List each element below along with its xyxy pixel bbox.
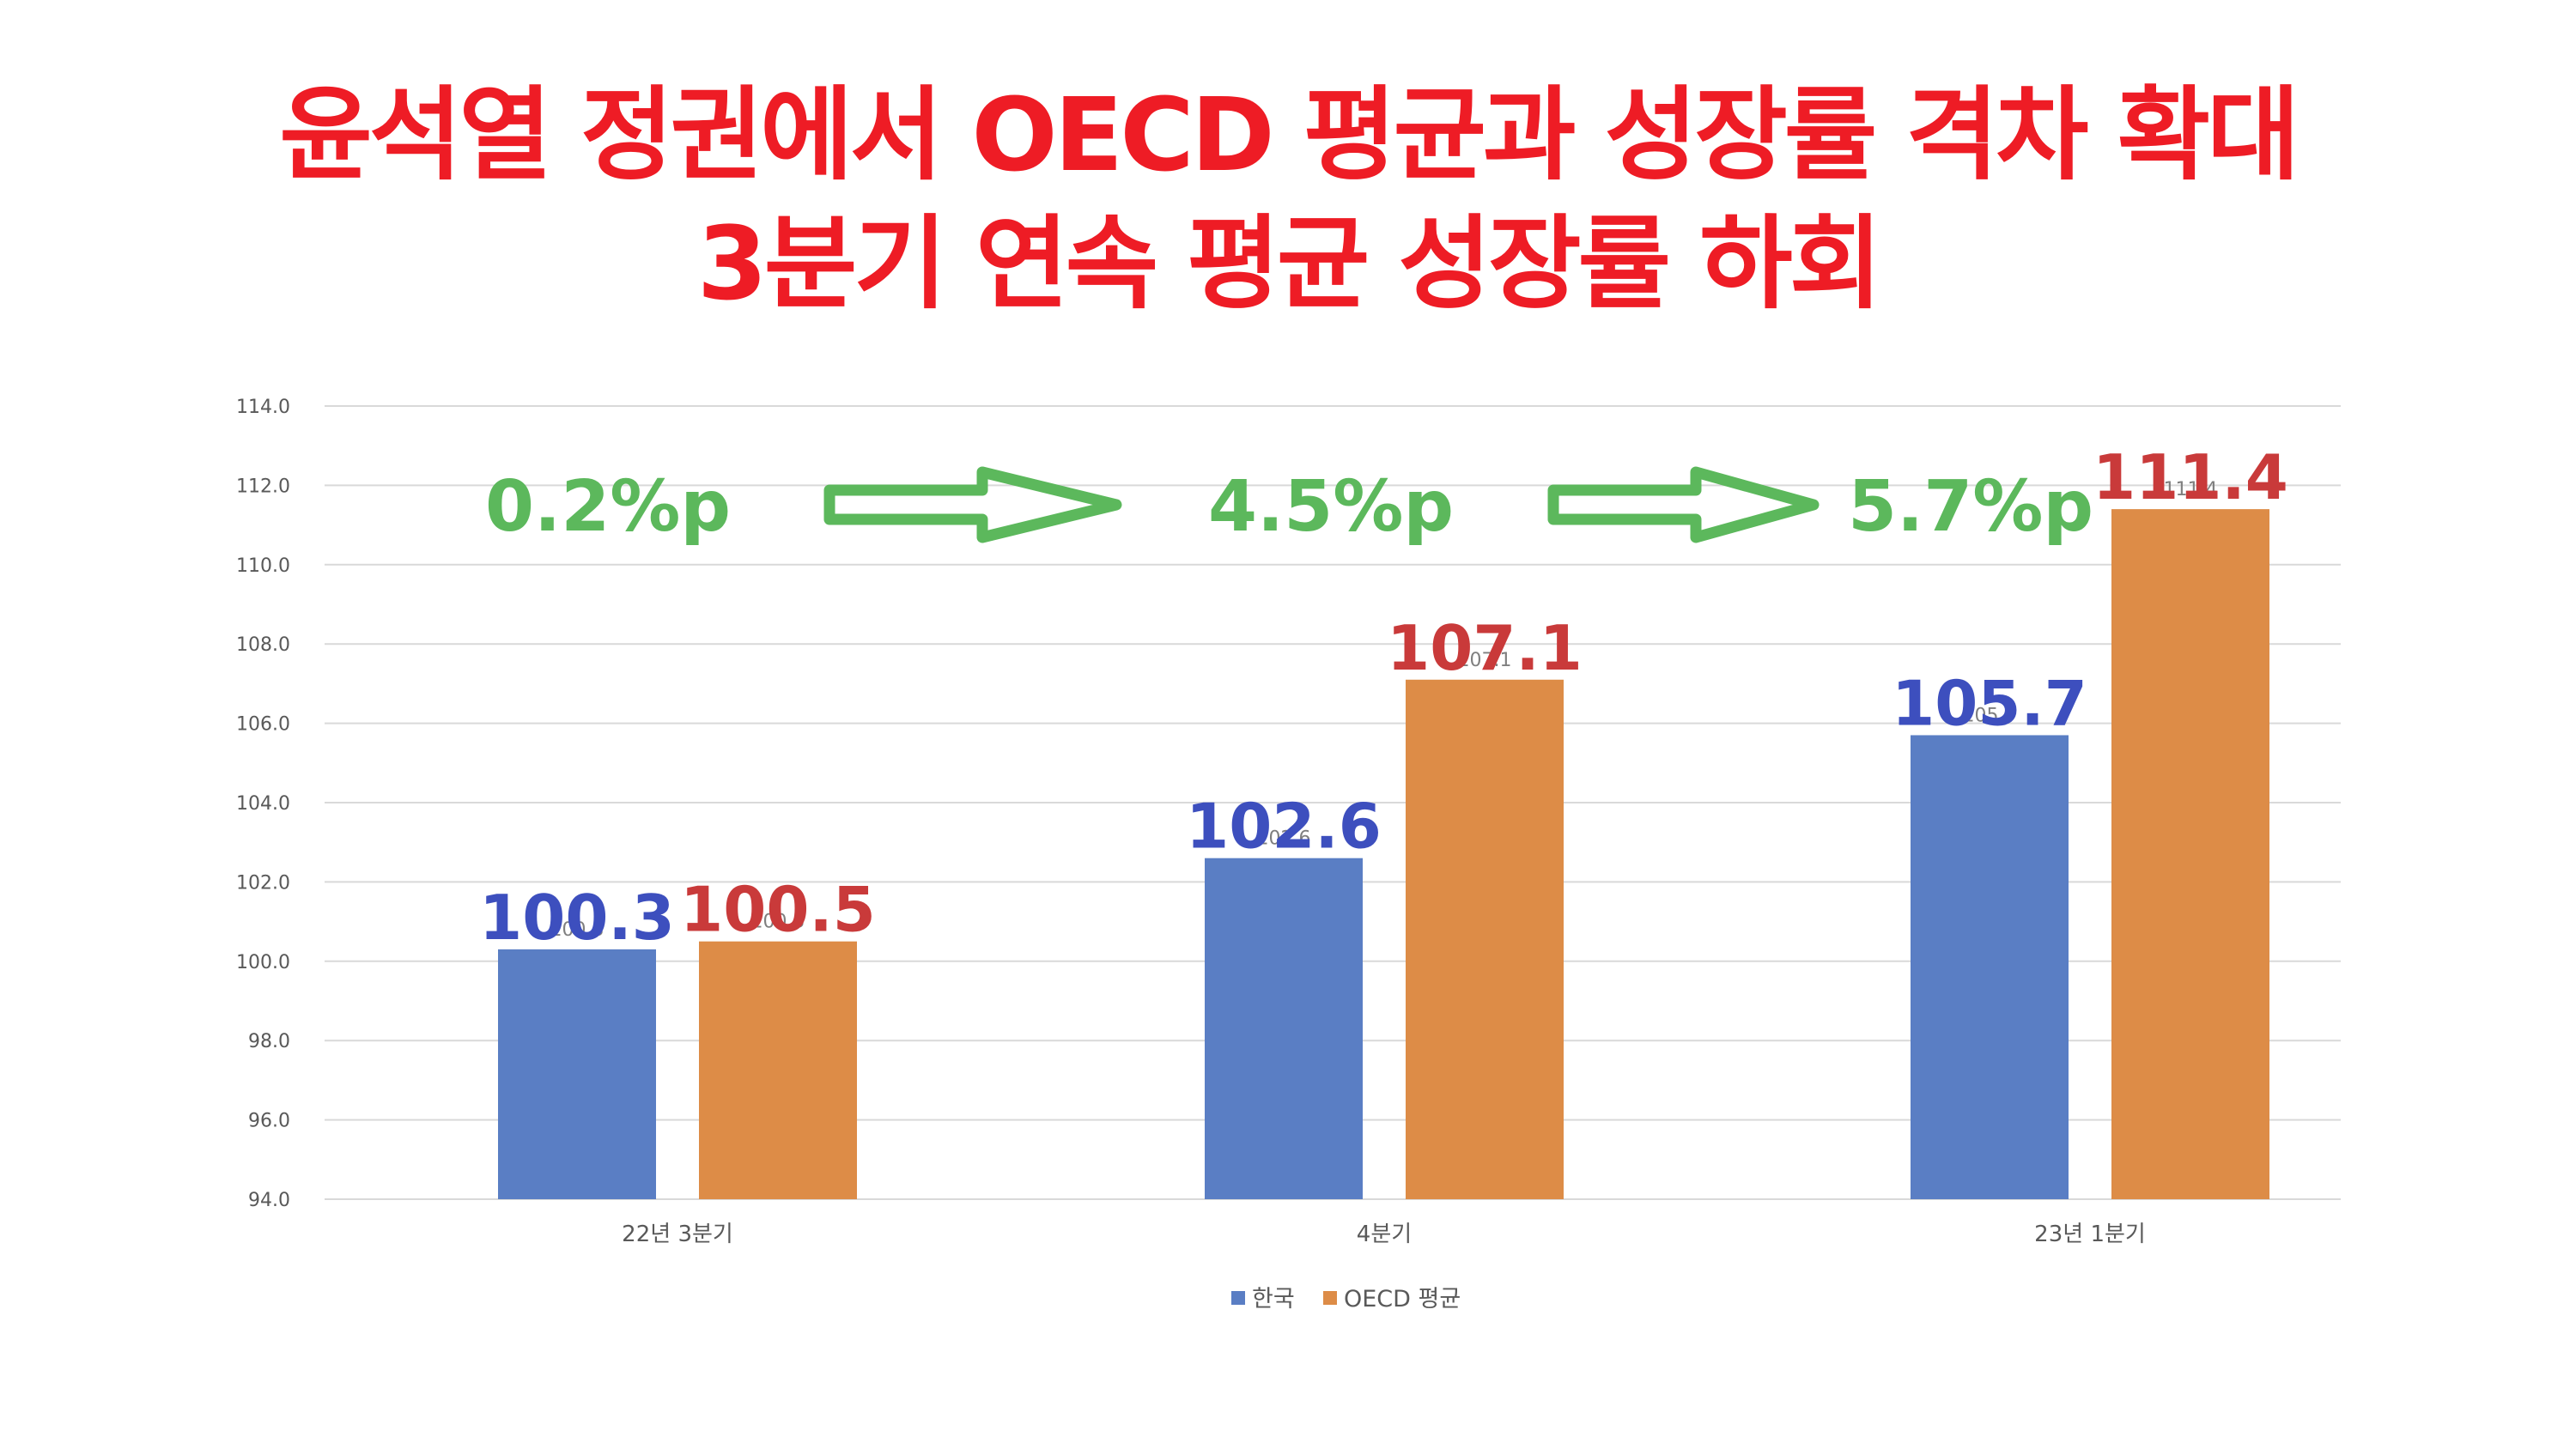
y-tick-label: 104.0 xyxy=(236,793,290,815)
y-tick-label: 112.0 xyxy=(236,476,290,497)
gap-label-q1: 5.7%p xyxy=(1848,466,2093,548)
right-arrow-icon xyxy=(1547,466,1820,543)
bar-oecd xyxy=(2111,509,2269,1199)
bars xyxy=(498,509,2269,1199)
right-arrow-icon xyxy=(823,466,1122,543)
chart-data-labels: 100.3 100.5 102.6 107.1 105.7 111.4 xyxy=(550,479,2218,941)
legend-label-korea: 한국 xyxy=(1252,1286,1295,1313)
bar-korea xyxy=(498,949,656,1199)
gap-label-q3: 0.2%p xyxy=(485,466,731,548)
value-callout-oecd: 107.1 xyxy=(1387,612,1583,684)
bar-korea xyxy=(1205,858,1363,1199)
bar-oecd xyxy=(1406,679,1564,1199)
y-tick-label: 114.0 xyxy=(236,397,290,418)
legend: 한국 OECD 평균 xyxy=(1231,1286,1461,1313)
value-callout-korea: 100.3 xyxy=(479,882,675,954)
y-tick-label: 110.0 xyxy=(236,555,290,577)
gap-annotations: 0.2%p 4.5%p 5.7%p xyxy=(485,466,2093,548)
value-callout-oecd: 100.5 xyxy=(680,874,876,946)
data-label-small: 102.6 xyxy=(1257,828,1311,850)
title-line-2: 3분기 연속 평균 성장률 하회 xyxy=(696,204,1883,323)
y-axis-ticks: 94.0 96.0 98.0 100.0 102.0 104.0 106.0 108.0 110… xyxy=(236,397,290,1211)
title-line-1: 윤석열 정권에서 OECD 평균과 성장률 격차 확대 xyxy=(279,76,2300,194)
x-category-label: 4분기 xyxy=(1357,1222,1412,1247)
y-tick-label: 94.0 xyxy=(248,1190,290,1211)
y-tick-label: 96.0 xyxy=(248,1111,290,1132)
legend-swatch-oecd xyxy=(1323,1291,1337,1305)
value-callout-oecd: 111.4 xyxy=(2093,441,2288,513)
data-label-small: 105.7 xyxy=(1963,705,2017,726)
x-category-label: 23년 1분기 xyxy=(2034,1222,2146,1247)
data-label-small: 100.5 xyxy=(751,912,805,933)
y-tick-label: 102.0 xyxy=(236,872,290,894)
y-tick-label: 106.0 xyxy=(236,714,290,736)
legend-swatch-korea xyxy=(1231,1291,1245,1305)
bar-oecd xyxy=(699,941,857,1199)
gap-label-q4: 4.5%p xyxy=(1208,466,1454,548)
bar-korea xyxy=(1911,735,2069,1199)
y-tick-label: 98.0 xyxy=(248,1031,290,1052)
y-tick-label: 108.0 xyxy=(236,634,290,656)
x-axis-categories: 22년 3분기 4분기 23년 1분기 xyxy=(622,1222,2146,1247)
legend-label-oecd: OECD 평균 xyxy=(1344,1286,1461,1313)
x-category-label: 22년 3분기 xyxy=(622,1222,733,1247)
data-label-small: 111.4 xyxy=(2164,479,2218,500)
value-callout-korea: 105.7 xyxy=(1892,667,2087,739)
value-callout-korea: 102.6 xyxy=(1186,791,1382,863)
y-tick-label: 100.0 xyxy=(236,952,290,973)
data-label-small: 100.3 xyxy=(550,919,605,941)
value-callouts: 100.3 100.5 102.6 107.1 105.7 111.4 xyxy=(479,441,2288,954)
data-label-small: 107.1 xyxy=(1458,650,1512,671)
